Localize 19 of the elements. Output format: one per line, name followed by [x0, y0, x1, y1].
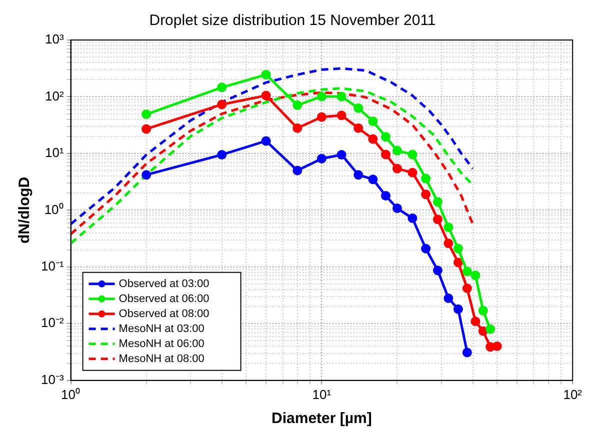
y-tick-label: 10⁻³ — [40, 372, 64, 387]
legend-label: Observed at 03:00 — [118, 278, 210, 290]
x-tick-label: 10² — [563, 386, 583, 402]
x-tick-label: 10¹ — [312, 386, 332, 402]
y-tick-label: 10¹ — [44, 145, 64, 160]
legend-label: MesoNH at 08:00 — [118, 352, 204, 365]
legend-label: Observed at 06:00 — [118, 292, 210, 305]
legend-label: MesoNH at 06:00 — [118, 338, 204, 350]
y-tick-label: 10⁻² — [40, 315, 64, 330]
y-tick-label: 10⁻¹ — [40, 258, 64, 274]
chart-title: Droplet size distribution 15 November 2011 — [149, 12, 436, 30]
legend-label: MesoNH at 03:00 — [118, 322, 204, 335]
y-axis-title: dN/dlogD — [16, 176, 34, 244]
y-tick-label: 10³ — [44, 32, 64, 47]
x-axis-title: Diameter [µm] — [272, 410, 372, 428]
legend-label: Observed at 08:00 — [118, 308, 210, 320]
y-tick-label: 10² — [44, 88, 64, 104]
x-tick-label: 10⁰ — [61, 386, 81, 402]
y-tick-label: 10⁰ — [44, 202, 64, 217]
